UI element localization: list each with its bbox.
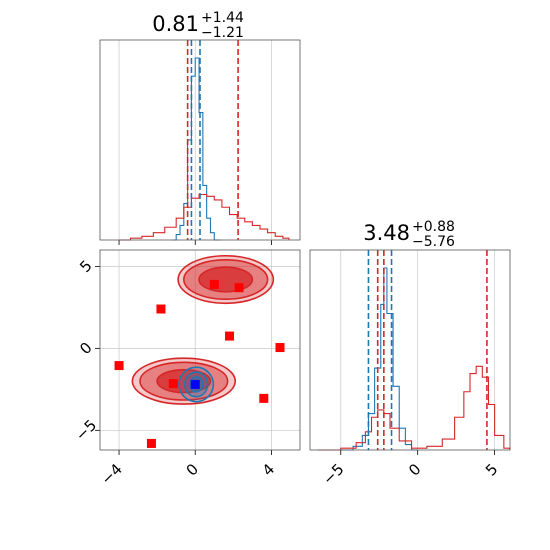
sample-marker xyxy=(190,379,200,389)
panel-frame xyxy=(309,249,511,451)
density-contour xyxy=(198,266,254,293)
sample-marker xyxy=(146,438,156,448)
title-2-value: 3.48 xyxy=(363,221,410,245)
joint-panel: −4 0 450−5 xyxy=(72,249,301,488)
marginal-panel-2: −5 0 5 xyxy=(309,249,511,488)
panel-frame xyxy=(99,39,301,241)
panel-background xyxy=(310,250,510,450)
panel-frame xyxy=(99,249,301,451)
sample-marker xyxy=(209,279,219,289)
sample-marker xyxy=(114,361,124,371)
title-1-minus: −1.21 xyxy=(201,25,244,41)
title-2-plus: +0.88 xyxy=(412,219,455,235)
histogram-series xyxy=(172,57,221,241)
histogram-series xyxy=(317,365,511,451)
marginal-panel-1 xyxy=(99,39,301,245)
title-1-value: 0.81 xyxy=(152,12,199,36)
sample-marker xyxy=(225,331,235,341)
histogram-series xyxy=(119,193,290,241)
sample-marker xyxy=(259,393,269,403)
title-2-minus: −5.76 xyxy=(412,234,455,250)
sample-marker xyxy=(156,304,166,314)
title-1-plus: +1.44 xyxy=(201,10,244,26)
sample-marker xyxy=(234,283,244,293)
sample-marker xyxy=(168,379,178,389)
sample-marker xyxy=(275,343,285,353)
